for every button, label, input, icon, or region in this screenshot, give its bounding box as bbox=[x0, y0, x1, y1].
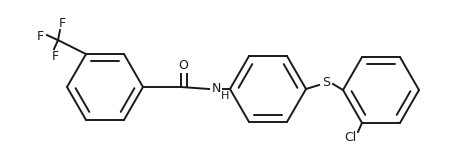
Text: Cl: Cl bbox=[344, 131, 356, 144]
Text: N: N bbox=[211, 83, 221, 95]
Text: O: O bbox=[178, 59, 188, 73]
Text: S: S bbox=[322, 75, 330, 89]
Text: F: F bbox=[36, 30, 43, 43]
Text: F: F bbox=[51, 50, 59, 63]
Text: H: H bbox=[221, 91, 229, 101]
Text: F: F bbox=[58, 17, 66, 30]
